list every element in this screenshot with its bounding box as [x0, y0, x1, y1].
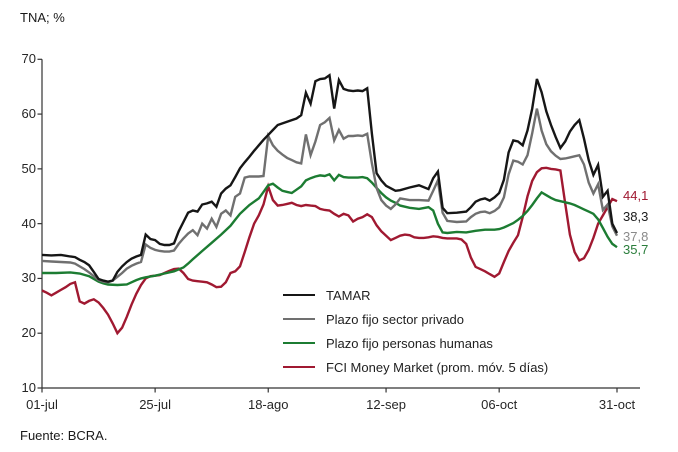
x-tick-label: 25-jul — [139, 397, 171, 412]
series-line-plazo-fijo-sector-privado — [41, 108, 619, 284]
series-line-fci-money-market-prom-m-v-5-d-as — [41, 166, 618, 336]
legend-item-tamar: TAMAR — [283, 283, 548, 307]
y-tick-label: 10 — [21, 380, 36, 395]
x-tick-label: 18-ago — [247, 397, 289, 412]
source-note: Fuente: BCRA. — [20, 428, 108, 443]
legend-item-fci-money-market-prom-m-v-5-d-as: FCI Money Market (prom. móv. 5 días) — [283, 355, 548, 379]
legend-line-swatch — [283, 294, 315, 296]
end-label-plazo-fijo-personas-humanas: 35,7 — [623, 242, 649, 257]
y-tick-label: 50 — [21, 160, 36, 176]
legend-line-swatch — [283, 366, 315, 368]
legend-label: FCI Money Market (prom. móv. 5 días) — [326, 359, 549, 375]
legend-line-swatch — [283, 318, 315, 320]
series-line-plazo-fijo-personas-humanas — [42, 172, 618, 287]
y-tick-label: 40 — [21, 215, 36, 231]
x-tick-label: 01-jul — [26, 397, 58, 412]
chart-title: TNA; % — [20, 10, 65, 25]
legend-label: Plazo fijo sector privado — [326, 311, 465, 327]
x-tick-label: 06-oct — [481, 397, 518, 412]
legend-line-swatch — [283, 342, 315, 344]
legend-label: TAMAR — [326, 287, 371, 303]
end-label-tamar: 38,3 — [623, 209, 649, 224]
x-tick-label: 31-oct — [598, 397, 636, 412]
legend-item-plazo-fijo-personas-humanas: Plazo fijo personas humanas — [283, 331, 548, 355]
y-tick-label: 20 — [21, 325, 36, 341]
legend: TAMAR Plazo fijo sector privado Plazo fijo… — [283, 283, 548, 379]
y-tick-label: 70 — [21, 51, 36, 67]
end-label-fci-money-market-prom-m-v-5-d-as: 44,1 — [623, 188, 649, 203]
x-tick-label: 12-sep — [366, 397, 406, 412]
y-tick-label: 60 — [21, 106, 36, 122]
legend-label: Plazo fijo personas humanas — [326, 335, 493, 351]
legend-item-plazo-fijo-sector-privado: Plazo fijo sector privado — [283, 307, 548, 331]
end-label-plazo-fijo-sector-privado: 37,8 — [623, 229, 649, 244]
y-tick-label: 30 — [21, 270, 36, 286]
series-line-tamar — [41, 73, 619, 283]
